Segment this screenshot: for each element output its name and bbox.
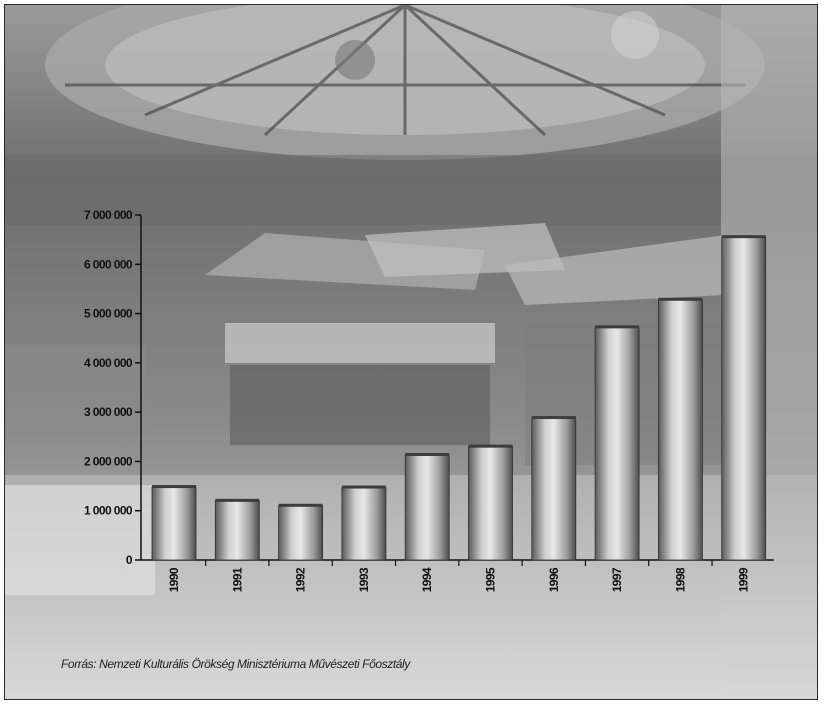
y-tick-label: 3 000 000 [84, 405, 133, 419]
y-tick-label: 7 000 000 [84, 208, 133, 222]
bar-1995 [468, 446, 513, 561]
bar-1999 [721, 236, 767, 561]
x-tick-label: 1994 [420, 567, 434, 592]
bar-cap-1997 [595, 325, 640, 329]
bar-1992 [278, 505, 324, 561]
x-tick-label: 1997 [610, 567, 624, 592]
bar-cap-1995 [468, 444, 513, 448]
x-tick-label: 1998 [673, 567, 687, 592]
bar-cap-1990 [152, 485, 196, 489]
x-tick-label: 1992 [294, 567, 308, 592]
bar-chart: 0 1 000 000 2 000 000 3 000 000 4 000 000 5 0… [84, 208, 774, 592]
y-tick-label: 4 000 000 [84, 356, 133, 370]
bar-cap-1992 [278, 503, 323, 507]
y-tick-label: 5 000 000 [84, 307, 133, 321]
x-tick-label: 1995 [484, 567, 498, 592]
x-tick-label: 1996 [547, 567, 561, 592]
bar-1996 [531, 417, 577, 561]
bar-cap-1994 [405, 453, 450, 457]
y-tick-label: 1 000 000 [84, 504, 133, 518]
chart-frame: 0 1 000 000 2 000 000 3 000 000 4 000 000 5 0… [4, 4, 818, 700]
y-tick-label: 0 [126, 553, 133, 567]
bar-cap-1993 [341, 485, 386, 489]
bar-1998 [658, 299, 703, 561]
bar-1990 [151, 486, 197, 561]
bar-cap-1991 [215, 498, 260, 502]
y-tick-label: 2 000 000 [84, 454, 133, 468]
x-tick-label: 1993 [357, 567, 371, 592]
bar-1993 [341, 487, 387, 561]
bar-cap-1999 [721, 235, 766, 239]
bar-1997 [594, 326, 640, 561]
bar-cap-1996 [531, 416, 576, 420]
x-axis: 1990 1991 1992 1993 1994 1995 1996 1997 1998 1999 [141, 559, 774, 592]
bar-cap-1998 [658, 297, 703, 301]
x-tick-label: 1991 [230, 567, 244, 592]
bar-1994 [404, 454, 450, 561]
bars [151, 235, 767, 561]
y-tick-label: 6 000 000 [84, 257, 133, 271]
source-note: Forrás: Nemzeti Kulturális Örökség Minis… [61, 657, 410, 671]
x-tick-label: 1990 [167, 567, 181, 592]
y-axis: 0 1 000 000 2 000 000 3 000 000 4 000 000 5 0… [84, 208, 142, 567]
x-tick-label: 1999 [737, 567, 751, 592]
bar-1991 [214, 500, 260, 561]
